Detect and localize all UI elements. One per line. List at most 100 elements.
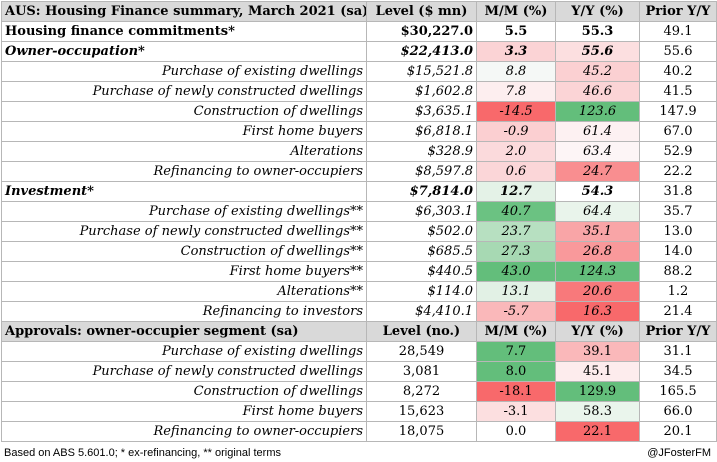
prior-value: 20.1	[639, 421, 717, 442]
table-row: Construction of dwellings** $685.5 27.3 26.…	[1, 241, 717, 262]
table-row: Housing finance commitments* $30,227.0 5.5…	[1, 21, 717, 42]
prior-value: 55.6	[639, 41, 717, 62]
mm-value: 12.7	[476, 181, 556, 202]
level-value: $3,635.1	[366, 101, 477, 122]
column-header-mm: M/M (%)	[476, 1, 556, 22]
level-value: 18,075	[366, 421, 477, 442]
prior-value: 40.2	[639, 61, 717, 82]
table-body: AUS: Housing Finance summary, March 2021…	[1, 1, 717, 442]
mm-value: 5.5	[476, 21, 556, 42]
table-row: Refinancing to investors $4,410.1 -5.7 16.3…	[1, 301, 717, 322]
table-row: Purchase of newly constructed dwellings $…	[1, 81, 717, 102]
column-header-yy: Y/Y (%)	[555, 321, 640, 342]
prior-value: 1.2	[639, 281, 717, 302]
row-label: Housing finance commitments*	[1, 21, 367, 42]
row-label: Alterations**	[1, 281, 367, 302]
prior-value: 88.2	[639, 261, 717, 282]
segment-header-row: Approvals: owner-occupier segment (sa) Le…	[1, 321, 717, 342]
prior-value: 13.0	[639, 221, 717, 242]
row-label: Purchase of newly constructed dwellings	[1, 361, 367, 382]
row-label: Construction of dwellings**	[1, 241, 367, 262]
mm-value: 27.3	[476, 241, 556, 262]
mm-value: -0.9	[476, 121, 556, 142]
prior-value: 41.5	[639, 81, 717, 102]
row-label: Purchase of newly constructed dwellings*…	[1, 221, 367, 242]
row-label: Purchase of newly constructed dwellings	[1, 81, 367, 102]
level-value: 8,272	[366, 381, 477, 402]
column-header-prior: Prior Y/Y	[639, 321, 717, 342]
yy-value: 16.3	[555, 301, 640, 322]
yy-value: 45.2	[555, 61, 640, 82]
mm-value: -5.7	[476, 301, 556, 322]
prior-value: 22.2	[639, 161, 717, 182]
yy-value: 46.6	[555, 81, 640, 102]
table-title: AUS: Housing Finance summary, March 2021…	[1, 1, 367, 22]
table-row: First home buyers $6,818.1 -0.9 61.4 67.0	[1, 121, 717, 142]
table-row: Purchase of existing dwellings** $6,303.1…	[1, 201, 717, 222]
yy-value: 20.6	[555, 281, 640, 302]
table-row: Refinancing to owner-occupiers $8,597.8 0.…	[1, 161, 717, 182]
yy-value: 63.4	[555, 141, 640, 162]
level-value: $6,303.1	[366, 201, 477, 222]
yy-value: 64.4	[555, 201, 640, 222]
mm-value: 8.8	[476, 61, 556, 82]
table-row: Purchase of existing dwellings 28,549 7.7 3…	[1, 341, 717, 362]
row-label: Refinancing to owner-occupiers	[1, 161, 367, 182]
table-row: First home buyers 15,623 -3.1 58.3 66.0	[1, 401, 717, 422]
level-value: $4,410.1	[366, 301, 477, 322]
prior-value: 31.8	[639, 181, 717, 202]
mm-value: 40.7	[476, 201, 556, 222]
column-header-level: Level (no.)	[366, 321, 477, 342]
yy-value: 129.9	[555, 381, 640, 402]
prior-value: 49.1	[639, 21, 717, 42]
yy-value: 123.6	[555, 101, 640, 122]
level-value: $22,413.0	[366, 41, 477, 62]
yy-value: 26.8	[555, 241, 640, 262]
level-value: $8,597.8	[366, 161, 477, 182]
yy-value: 55.3	[555, 21, 640, 42]
level-value: $440.5	[366, 261, 477, 282]
level-value: 15,623	[366, 401, 477, 422]
column-header-mm: M/M (%)	[476, 321, 556, 342]
yy-value: 124.3	[555, 261, 640, 282]
row-label: Purchase of existing dwellings	[1, 61, 367, 82]
level-value: $7,814.0	[366, 181, 477, 202]
row-label: Construction of dwellings	[1, 101, 367, 122]
table-row: Construction of dwellings $3,635.1 -14.5 12…	[1, 101, 717, 122]
table-header-row: AUS: Housing Finance summary, March 2021…	[1, 1, 717, 22]
table-row: Owner-occupation* $22,413.0 3.3 55.6 55.6	[1, 41, 717, 62]
prior-value: 67.0	[639, 121, 717, 142]
author-handle: @JFosterFM	[647, 447, 711, 459]
row-label: Purchase of existing dwellings	[1, 341, 367, 362]
yy-value: 35.1	[555, 221, 640, 242]
row-label: First home buyers	[1, 121, 367, 142]
table-row: First home buyers** $440.5 43.0 124.3 88.2	[1, 261, 717, 282]
row-label: Investment*	[1, 181, 367, 202]
mm-value: 7.7	[476, 341, 556, 362]
prior-value: 35.7	[639, 201, 717, 222]
mm-value: 3.3	[476, 41, 556, 62]
table-row: Investment* $7,814.0 12.7 54.3 31.8	[1, 181, 717, 202]
table-row: Purchase of newly constructed dwellings*…	[1, 221, 717, 242]
prior-value: 21.4	[639, 301, 717, 322]
prior-value: 14.0	[639, 241, 717, 262]
level-value: $502.0	[366, 221, 477, 242]
mm-value: 0.0	[476, 421, 556, 442]
row-label: First home buyers	[1, 401, 367, 422]
row-label: Alterations	[1, 141, 367, 162]
prior-value: 52.9	[639, 141, 717, 162]
mm-value: 23.7	[476, 221, 556, 242]
table-row: Refinancing to owner-occupiers 18,075 0.0 2…	[1, 421, 717, 442]
mm-value: -3.1	[476, 401, 556, 422]
table-row: Alterations $328.9 2.0 63.4 52.9	[1, 141, 717, 162]
mm-value: -18.1	[476, 381, 556, 402]
level-value: $114.0	[366, 281, 477, 302]
table-row: Purchase of existing dwellings $15,521.8 8…	[1, 61, 717, 82]
row-label: Owner-occupation*	[1, 41, 367, 62]
prior-value: 34.5	[639, 361, 717, 382]
level-value: 28,549	[366, 341, 477, 362]
mm-value: 13.1	[476, 281, 556, 302]
row-label: Refinancing to owner-occupiers	[1, 421, 367, 442]
mm-value: 7.8	[476, 81, 556, 102]
